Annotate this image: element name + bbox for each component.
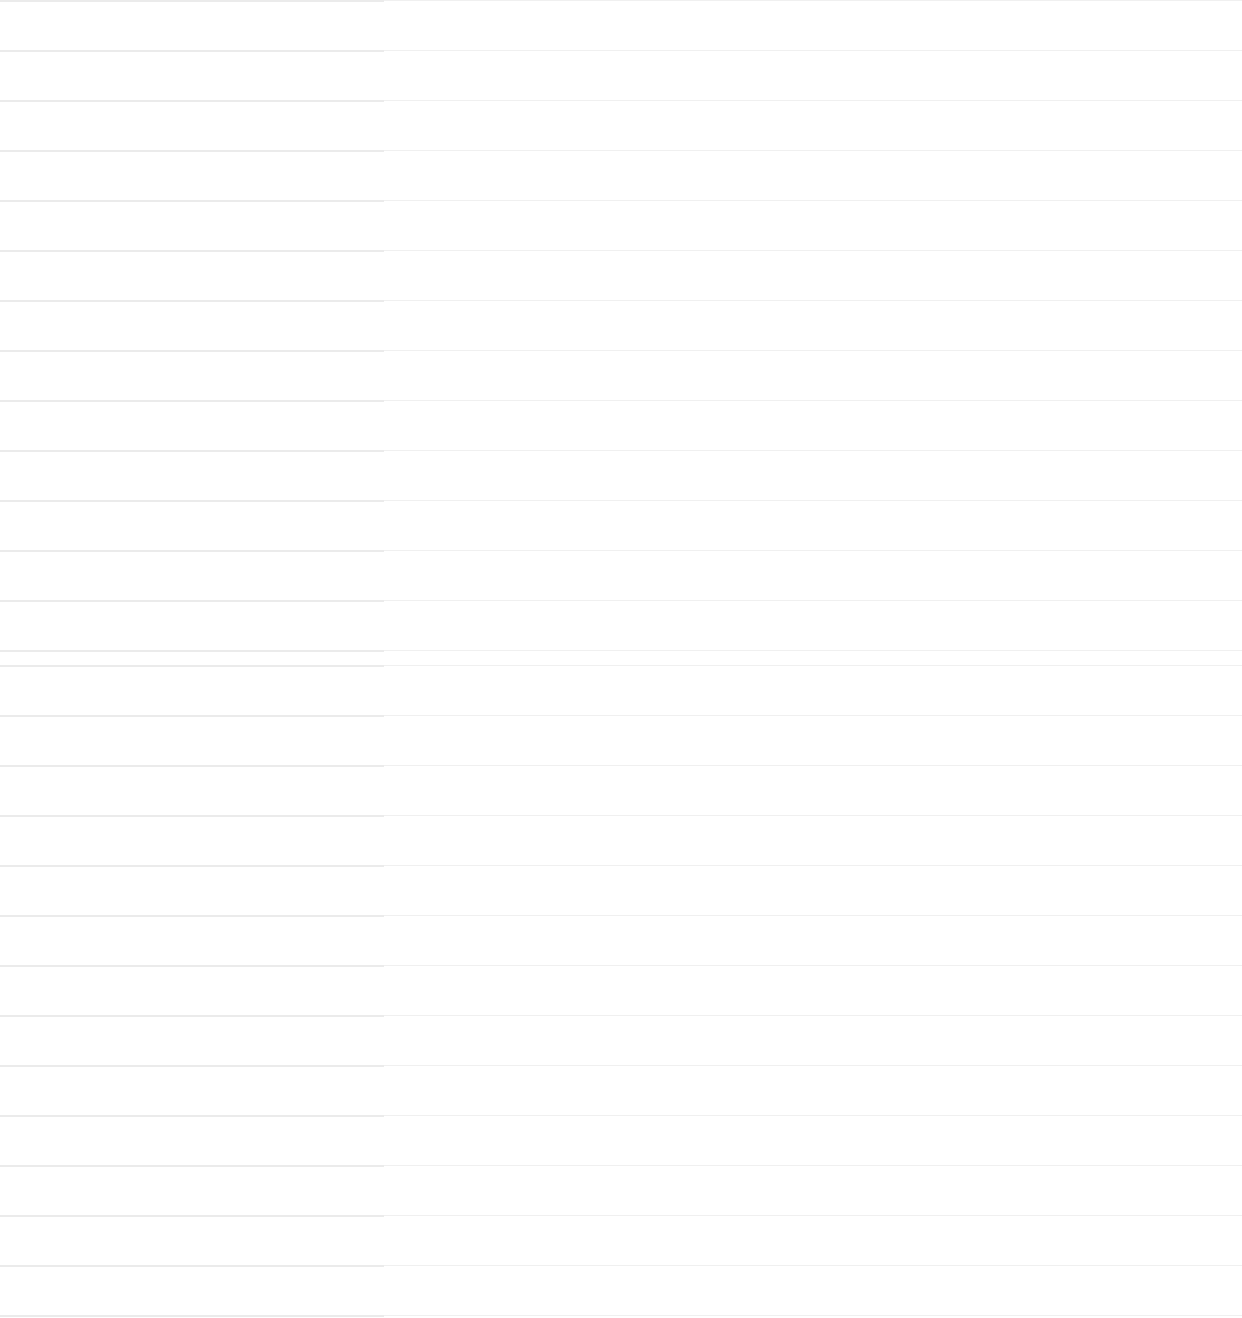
skeleton-placeholder-bar xyxy=(0,250,384,252)
row-divider xyxy=(0,1015,1242,1017)
skeleton-placeholder-bar xyxy=(0,1265,384,1267)
row-divider-line xyxy=(384,150,1242,151)
row-divider-line xyxy=(384,50,1242,51)
skeleton-placeholder-bar xyxy=(0,400,384,402)
row-divider-line xyxy=(384,450,1242,451)
skeleton-placeholder-bar xyxy=(0,550,384,552)
row-divider-line xyxy=(384,100,1242,101)
row-divider xyxy=(0,600,1242,602)
row-divider-line xyxy=(384,600,1242,601)
skeleton-placeholder-bar xyxy=(0,1065,384,1067)
row-divider-line xyxy=(384,1015,1242,1016)
row-divider-line xyxy=(384,1265,1242,1266)
skeleton-placeholder-bar xyxy=(0,1015,384,1017)
row-divider-line xyxy=(384,665,1242,666)
row-divider-line xyxy=(384,865,1242,866)
row-divider xyxy=(0,250,1242,252)
row-divider xyxy=(0,1265,1242,1267)
row-divider-line xyxy=(384,500,1242,501)
skeleton-placeholder-bar xyxy=(0,1115,384,1117)
row-divider xyxy=(0,1065,1242,1067)
row-divider-line xyxy=(384,0,1242,1)
row-divider xyxy=(0,300,1242,302)
row-divider xyxy=(0,915,1242,917)
skeleton-placeholder-bar xyxy=(0,350,384,352)
row-divider-line xyxy=(384,200,1242,201)
row-divider xyxy=(0,665,1242,667)
skeleton-placeholder-bar xyxy=(0,815,384,817)
row-divider-line xyxy=(384,650,1242,651)
skeleton-placeholder-bar xyxy=(0,500,384,502)
row-divider-line xyxy=(384,250,1242,251)
skeleton-placeholder-bar xyxy=(0,300,384,302)
row-divider xyxy=(0,50,1242,52)
skeleton-placeholder-bar xyxy=(0,0,384,2)
row-divider xyxy=(0,500,1242,502)
skeleton-placeholder-bar xyxy=(0,765,384,767)
row-divider-line xyxy=(384,815,1242,816)
row-divider xyxy=(0,350,1242,352)
skeleton-placeholder-bar xyxy=(0,50,384,52)
row-divider-line xyxy=(384,1215,1242,1216)
skeleton-placeholder-bar xyxy=(0,1315,384,1317)
skeleton-placeholder-bar xyxy=(0,200,384,202)
row-divider-line xyxy=(384,300,1242,301)
row-divider-line xyxy=(384,1315,1242,1316)
skeleton-placeholder-bar xyxy=(0,1215,384,1217)
row-divider-line xyxy=(384,550,1242,551)
skeleton-placeholder-bar xyxy=(0,450,384,452)
skeleton-placeholder-bar xyxy=(0,715,384,717)
row-divider xyxy=(0,450,1242,452)
skeleton-placeholder-bar xyxy=(0,1165,384,1167)
row-divider xyxy=(0,815,1242,817)
row-divider xyxy=(0,650,1242,652)
skeleton-placeholder-bar xyxy=(0,865,384,867)
row-divider xyxy=(0,1215,1242,1217)
skeleton-placeholder-bar xyxy=(0,650,384,652)
row-divider xyxy=(0,150,1242,152)
skeleton-placeholder-bar xyxy=(0,150,384,152)
row-divider-line xyxy=(384,715,1242,716)
row-divider-line xyxy=(384,350,1242,351)
row-divider-line xyxy=(384,400,1242,401)
row-divider-line xyxy=(384,1065,1242,1066)
skeleton-placeholder-bar xyxy=(0,965,384,967)
row-divider-line xyxy=(384,765,1242,766)
skeleton-placeholder-bar xyxy=(0,600,384,602)
row-divider xyxy=(0,765,1242,767)
row-divider xyxy=(0,100,1242,102)
skeleton-placeholder-bar xyxy=(0,100,384,102)
row-divider xyxy=(0,400,1242,402)
row-divider-line xyxy=(384,965,1242,966)
row-divider xyxy=(0,715,1242,717)
row-divider xyxy=(0,200,1242,202)
row-divider-line xyxy=(384,915,1242,916)
row-divider xyxy=(0,965,1242,967)
row-divider xyxy=(0,0,1242,2)
skeleton-placeholder-bar xyxy=(0,915,384,917)
row-divider xyxy=(0,1115,1242,1117)
row-divider xyxy=(0,550,1242,552)
row-divider-line xyxy=(384,1115,1242,1116)
row-divider xyxy=(0,1315,1242,1317)
row-divider-line xyxy=(384,1165,1242,1166)
row-divider xyxy=(0,865,1242,867)
skeleton-placeholder-bar xyxy=(0,665,384,667)
row-divider xyxy=(0,1165,1242,1167)
